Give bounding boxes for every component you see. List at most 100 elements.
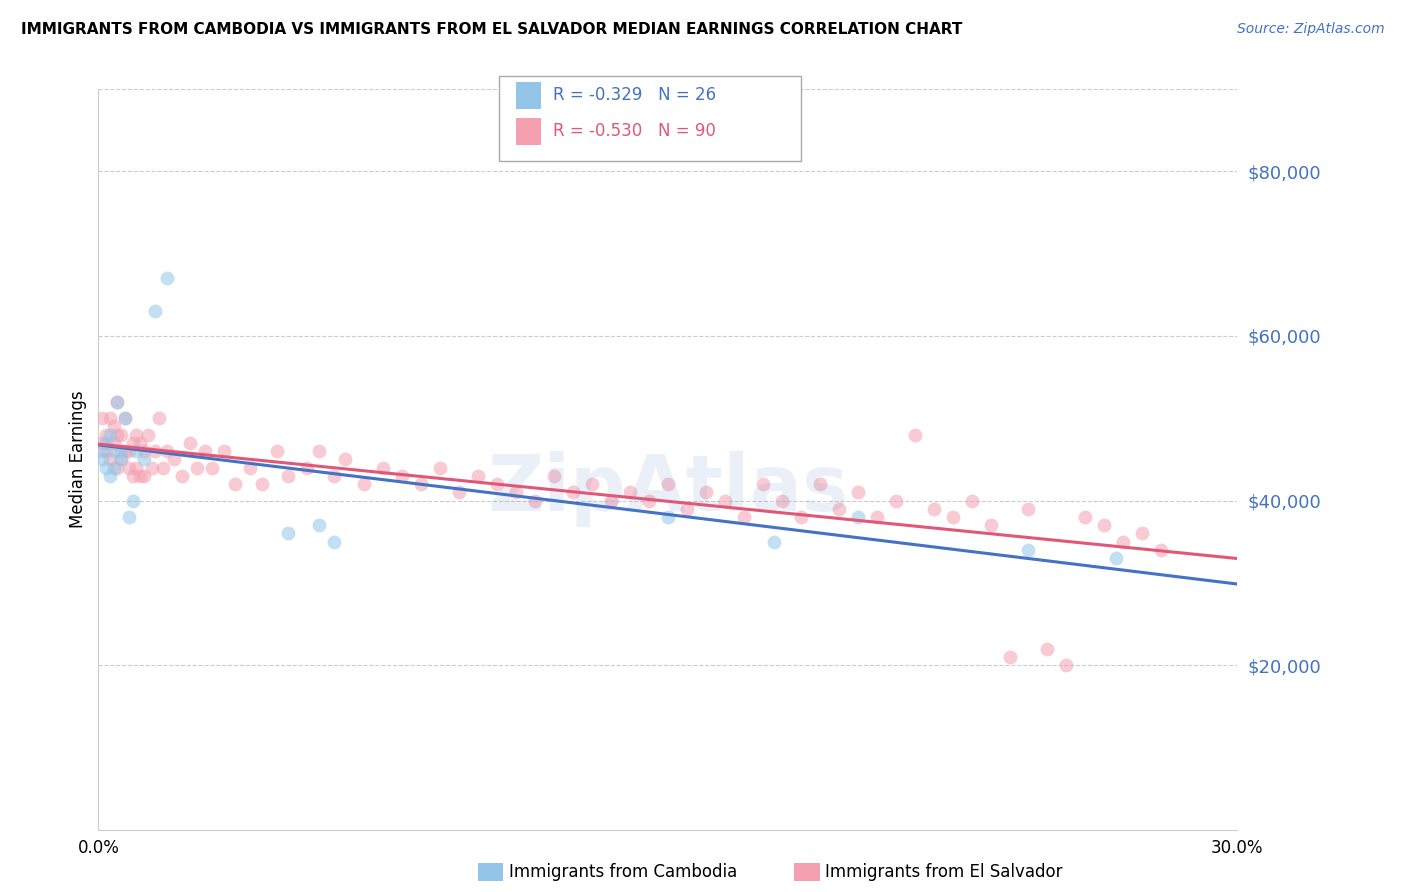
Point — [156, 444, 179, 458]
Point — [194, 444, 217, 458]
Point — [846, 510, 869, 524]
Point — [1150, 542, 1173, 557]
Point — [103, 419, 125, 434]
Point — [91, 411, 114, 425]
Point — [98, 452, 121, 467]
Point — [676, 501, 699, 516]
Point — [960, 493, 983, 508]
Point — [94, 436, 117, 450]
Point — [1018, 542, 1040, 557]
Point — [91, 452, 114, 467]
Point — [411, 477, 433, 491]
Point — [335, 452, 357, 467]
Point — [250, 477, 273, 491]
Point — [145, 304, 167, 318]
Point — [371, 460, 394, 475]
Text: IMMIGRANTS FROM CAMBODIA VS IMMIGRANTS FROM EL SALVADOR MEDIAN EARNINGS CORRELAT: IMMIGRANTS FROM CAMBODIA VS IMMIGRANTS F… — [21, 22, 963, 37]
Point — [94, 444, 117, 458]
Point — [695, 485, 717, 500]
Point — [904, 427, 927, 442]
Point — [866, 510, 889, 524]
Point — [107, 460, 129, 475]
Point — [600, 493, 623, 508]
Point — [129, 436, 152, 450]
Point — [846, 485, 869, 500]
Point — [581, 477, 603, 491]
Text: Immigrants from El Salvador: Immigrants from El Salvador — [825, 863, 1063, 881]
Point — [107, 394, 129, 409]
Point — [107, 427, 129, 442]
Point — [91, 436, 114, 450]
Point — [148, 411, 170, 425]
Y-axis label: Median Earnings: Median Earnings — [69, 391, 87, 528]
Point — [322, 534, 344, 549]
Point — [132, 452, 155, 467]
Point — [170, 468, 193, 483]
Point — [163, 452, 186, 467]
Point — [308, 518, 330, 533]
Point — [922, 501, 945, 516]
Point — [808, 477, 831, 491]
Point — [110, 427, 132, 442]
Point — [118, 510, 141, 524]
Point — [505, 485, 527, 500]
Point — [1036, 641, 1059, 656]
Point — [114, 411, 136, 425]
Point — [156, 271, 179, 285]
Point — [136, 427, 159, 442]
Point — [638, 493, 661, 508]
Point — [449, 485, 471, 500]
Point — [224, 477, 246, 491]
Point — [562, 485, 585, 500]
Point — [107, 394, 129, 409]
Text: ZipAtlas: ZipAtlas — [488, 451, 848, 527]
Point — [125, 427, 148, 442]
Point — [619, 485, 641, 500]
Point — [239, 460, 262, 475]
Point — [884, 493, 907, 508]
Point — [322, 468, 344, 483]
Point — [790, 510, 813, 524]
Point — [467, 468, 489, 483]
Point — [998, 649, 1021, 664]
Point — [657, 510, 679, 524]
Point — [121, 493, 143, 508]
Point — [212, 444, 235, 458]
Point — [770, 493, 793, 508]
Text: R = -0.530   N = 90: R = -0.530 N = 90 — [553, 122, 716, 140]
Point — [1056, 658, 1078, 673]
Point — [91, 444, 114, 458]
Point — [297, 460, 319, 475]
Text: Immigrants from Cambodia: Immigrants from Cambodia — [509, 863, 737, 881]
Point — [132, 444, 155, 458]
Point — [429, 460, 451, 475]
Point — [201, 460, 224, 475]
Point — [942, 510, 965, 524]
Point — [277, 468, 299, 483]
Point — [828, 501, 851, 516]
Point — [110, 444, 132, 458]
Point — [145, 444, 167, 458]
Point — [103, 436, 125, 450]
Point — [152, 460, 174, 475]
Point — [121, 468, 143, 483]
Point — [125, 444, 148, 458]
Point — [132, 468, 155, 483]
Point — [179, 436, 201, 450]
Point — [752, 477, 775, 491]
Point — [733, 510, 755, 524]
Point — [118, 444, 141, 458]
Text: Source: ZipAtlas.com: Source: ZipAtlas.com — [1237, 22, 1385, 37]
Point — [277, 526, 299, 541]
Point — [391, 468, 413, 483]
Point — [114, 444, 136, 458]
Point — [486, 477, 509, 491]
Point — [657, 477, 679, 491]
Point — [98, 468, 121, 483]
Point — [1105, 551, 1128, 566]
Point — [1094, 518, 1116, 533]
Point — [103, 444, 125, 458]
Text: R = -0.329   N = 26: R = -0.329 N = 26 — [553, 87, 716, 104]
Point — [141, 460, 163, 475]
Point — [94, 427, 117, 442]
